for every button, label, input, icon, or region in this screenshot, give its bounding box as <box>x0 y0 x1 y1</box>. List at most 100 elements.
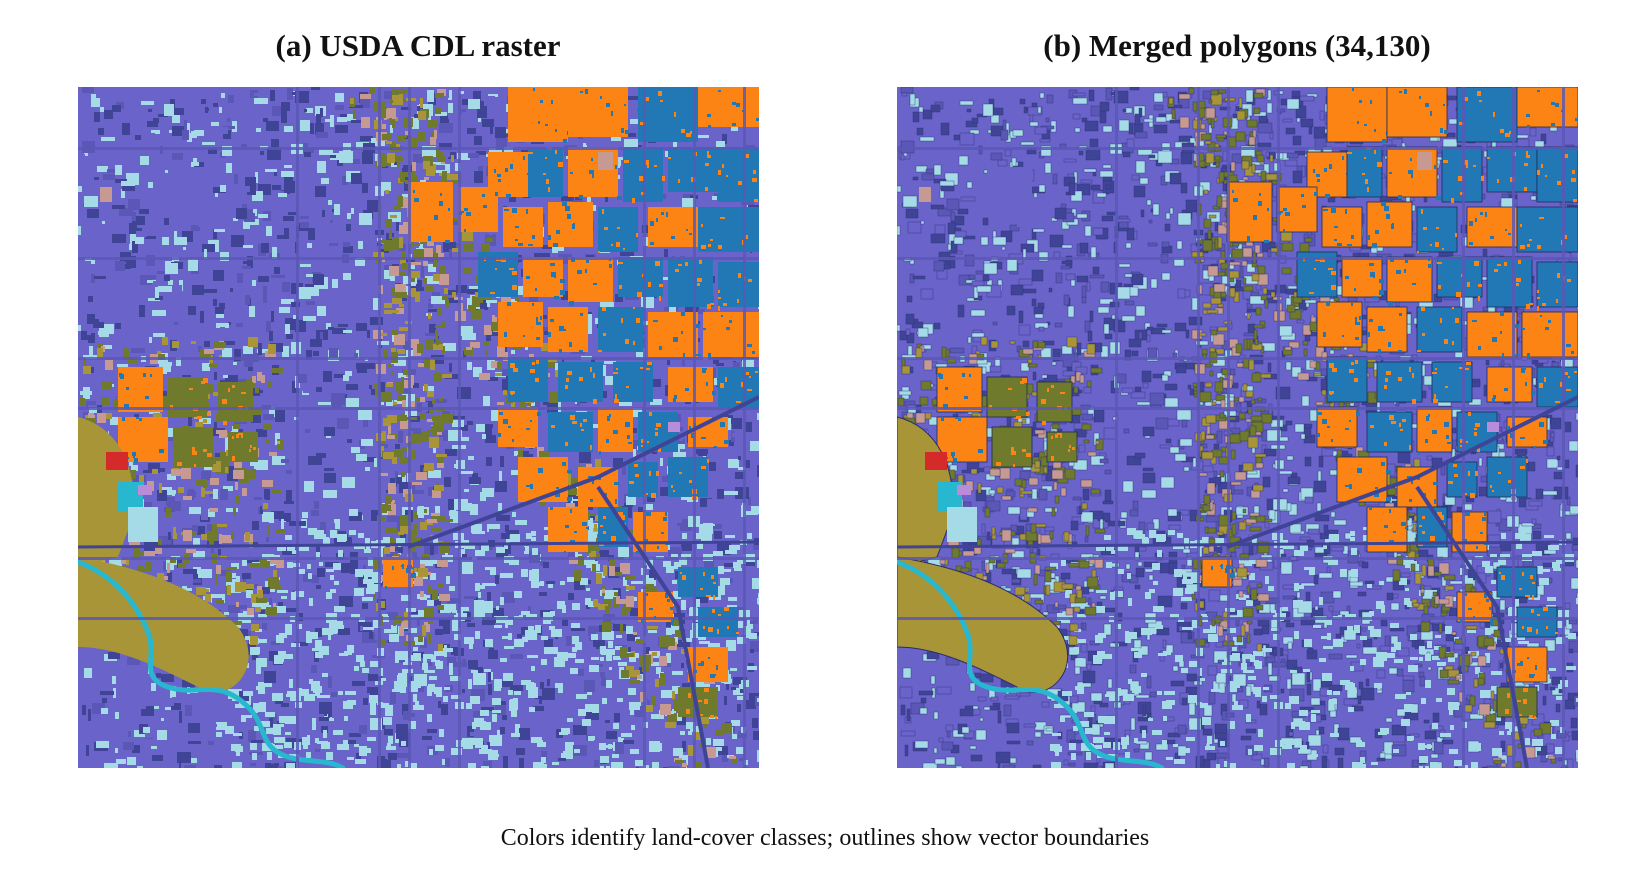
urban-cell <box>338 324 348 327</box>
open-space-cell <box>241 716 246 722</box>
urban-cell <box>349 733 361 737</box>
vegetation-cell <box>427 519 438 523</box>
urban-cell <box>1099 298 1114 305</box>
open-space-cell <box>591 657 599 660</box>
urban-cell <box>692 623 703 634</box>
urban-cell <box>592 704 599 713</box>
mixed-pixel <box>711 575 714 579</box>
urban-cell <box>356 454 367 461</box>
open-space-cell <box>306 752 311 758</box>
vegetation-cell <box>247 608 254 615</box>
mixed-pixel <box>645 160 649 165</box>
vegetation-cell <box>212 524 217 533</box>
vegetation-cell <box>79 398 85 406</box>
mixed-pixel <box>253 447 256 450</box>
urban-cell <box>201 99 206 104</box>
urban-cell <box>271 641 280 645</box>
urban-cell <box>303 316 316 321</box>
mixed-pixel <box>232 436 234 439</box>
vegetation-cell <box>256 597 267 603</box>
urban-cell <box>350 525 361 530</box>
open-space-cell <box>635 760 643 766</box>
vegetation-cell <box>520 400 525 409</box>
urban-cell <box>740 687 744 693</box>
open-space-cell <box>731 720 740 726</box>
vegetation-cell <box>430 360 435 370</box>
vegetation-cell <box>383 349 388 355</box>
vegetation-cell <box>402 447 409 452</box>
urban-cell <box>1170 680 1185 687</box>
vegetation-cell <box>637 675 642 679</box>
vegetation-cell <box>468 305 476 312</box>
mixed-pixel <box>707 114 711 117</box>
urban-cell <box>221 93 225 98</box>
urban-cell <box>174 322 178 325</box>
vegetation-cell <box>659 656 667 666</box>
mixed-pixel <box>606 439 609 443</box>
urban-cell <box>447 598 460 603</box>
urban-cell <box>666 621 674 627</box>
mixed-pixel <box>550 507 553 510</box>
urban-cell <box>675 439 685 444</box>
mixed-pixel <box>705 163 709 166</box>
open-space-cell <box>666 628 672 635</box>
vegetation-cell <box>392 117 395 128</box>
open-space-cell <box>682 638 692 642</box>
vegetation-cell <box>392 90 399 95</box>
vegetation-cell <box>273 570 277 581</box>
mixed-pixel <box>593 283 597 285</box>
urban-cell <box>170 490 176 494</box>
urban-cell <box>558 670 566 678</box>
mixed-pixel <box>604 493 607 496</box>
urban-cell <box>294 642 308 646</box>
urban-cell <box>146 706 154 711</box>
urban-cell <box>326 323 331 329</box>
open-space-cell <box>673 748 683 756</box>
urban-cell <box>312 392 326 398</box>
urban-cell <box>540 561 545 566</box>
vegetation-cell <box>591 542 600 551</box>
mixed-pixel <box>641 619 643 623</box>
urban-cell <box>262 644 268 652</box>
urban-cell <box>427 90 434 102</box>
vegetation-cell <box>139 475 144 486</box>
red-patch <box>106 452 128 470</box>
vegetation-cell <box>417 344 423 353</box>
open-space-cell <box>250 743 257 750</box>
vegetation-cell <box>231 531 234 539</box>
vegetation-cell <box>615 572 622 576</box>
vegetation-cell <box>388 528 397 533</box>
urban-cell <box>87 314 95 324</box>
urban-cell <box>1566 758 1574 768</box>
urban-cell <box>234 605 247 609</box>
vegetation-cell <box>272 489 281 494</box>
vegetation-cell <box>399 304 404 307</box>
mixed-pixel <box>445 240 450 243</box>
vegetation-cell <box>442 414 453 423</box>
mixed-pixel <box>510 164 513 169</box>
open-space-cell <box>468 763 476 768</box>
urban-cell <box>397 753 410 758</box>
urban-cell <box>140 275 152 285</box>
urban-cell <box>161 718 164 721</box>
vegetation-cell <box>146 561 152 571</box>
urban-cell <box>320 547 327 551</box>
urban-cell <box>251 740 263 743</box>
open-space-cell <box>351 614 360 618</box>
urban-cell <box>227 118 230 122</box>
mixed-pixel <box>554 296 559 299</box>
urban-cell <box>317 741 328 744</box>
urban-cell <box>153 333 165 337</box>
vegetation-cell <box>221 535 232 543</box>
urban-cell <box>500 681 513 687</box>
mixed-pixel <box>579 379 583 381</box>
urban-cell <box>478 320 485 323</box>
mixed-pixel <box>749 376 751 378</box>
urban-cell <box>223 702 230 707</box>
urban-cell <box>464 637 474 644</box>
urban-cell <box>448 430 462 441</box>
vegetation-cell <box>360 94 371 99</box>
vegetation-cell <box>350 98 354 104</box>
urban-cell <box>384 466 394 472</box>
urban-cell <box>324 705 327 716</box>
